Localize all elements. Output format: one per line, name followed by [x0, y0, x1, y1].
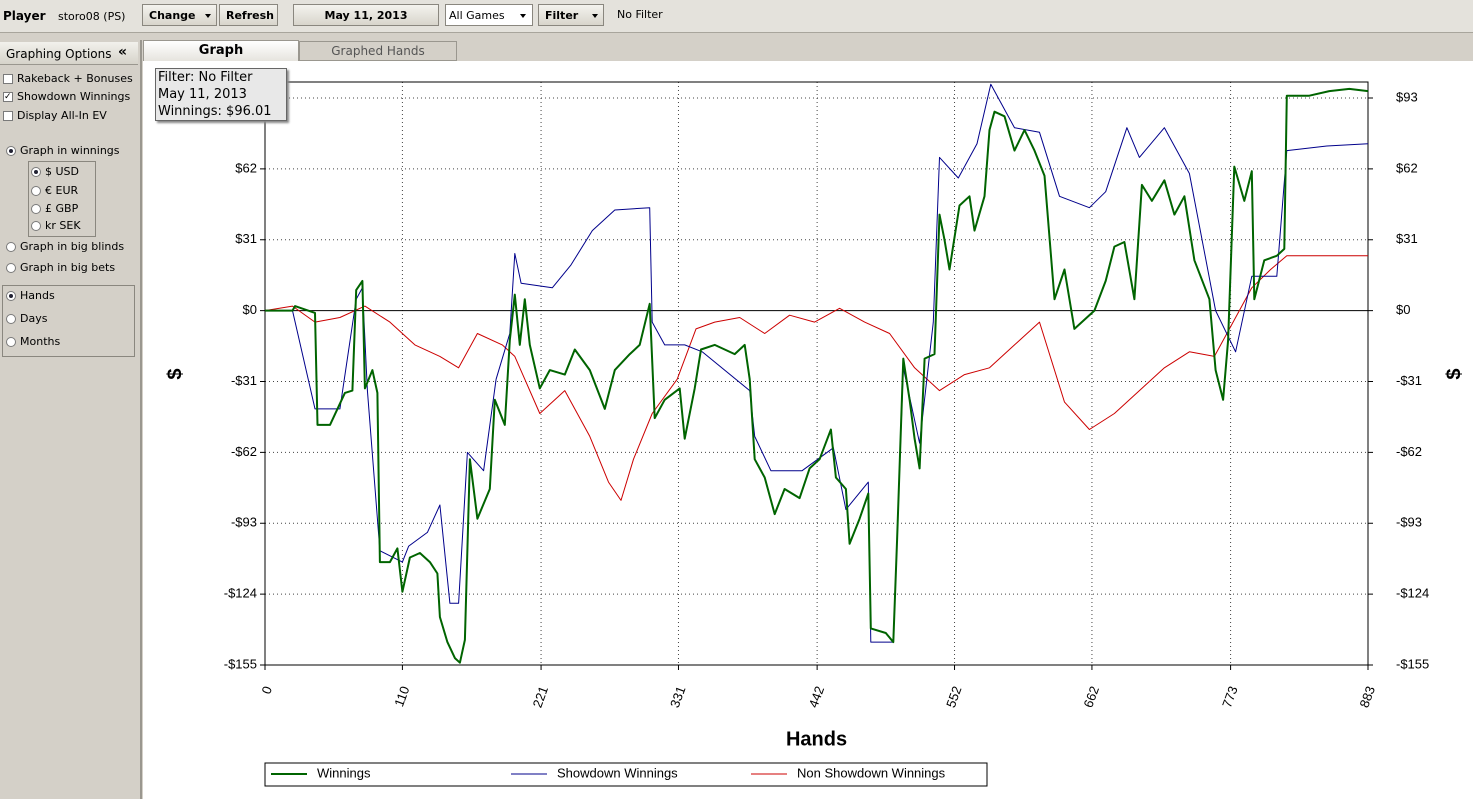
games-text: All Games	[449, 9, 505, 22]
currency-group	[28, 161, 96, 237]
option-label: Graph in big blinds	[20, 240, 125, 253]
radio-button[interactable]	[6, 337, 16, 347]
y-tick-label: $0	[243, 302, 257, 317]
option-label: Rakeback + Bonuses	[17, 72, 133, 85]
checkbox[interactable]	[3, 92, 13, 102]
change-text: Change	[149, 9, 196, 22]
y-tick-label: -$124	[224, 586, 257, 601]
legend-label: Winnings	[317, 765, 371, 780]
radio-button[interactable]	[31, 167, 41, 177]
legend-label: Non Showdown Winnings	[797, 765, 946, 780]
series-line	[265, 87, 1369, 664]
x-tick-label: 662	[1080, 684, 1102, 710]
graphed-hands-tab-text: Graphed Hands	[331, 44, 425, 58]
radio-button[interactable]	[31, 204, 41, 214]
y2-tick-label: $62	[1396, 160, 1418, 175]
y2-axis-label: $	[1443, 368, 1465, 379]
radio-button[interactable]	[31, 186, 41, 196]
chart: 0110221331442552662773883$93$93$62$62$31…	[164, 81, 1465, 787]
refresh-text: Refresh	[226, 9, 274, 22]
legend-label: Showdown Winnings	[557, 765, 678, 780]
x-tick-label: 331	[667, 684, 689, 710]
x-tick-label: 442	[806, 684, 828, 710]
plot-frame	[264, 81, 1369, 666]
y2-tick-label: $0	[1396, 302, 1410, 317]
sidebar	[0, 40, 142, 799]
option-label: Graph in winnings	[20, 144, 120, 157]
date-text: May 11, 2013	[324, 9, 408, 22]
change-button[interactable]: Change	[142, 4, 217, 26]
player-name: storo08 (PS)	[58, 10, 126, 23]
legend-box	[264, 762, 988, 787]
x-axis-label: Hands	[786, 728, 847, 750]
refresh-button[interactable]: Refresh	[219, 4, 278, 26]
filter-text: Filter	[545, 9, 579, 22]
y-tick-label: $62	[235, 160, 257, 175]
y-tick-label: -$31	[231, 373, 257, 388]
sidebar-title: Graphing Options	[6, 47, 112, 61]
y2-tick-label: -$124	[1396, 586, 1429, 601]
option-label: £ GBP	[45, 202, 79, 215]
sidebar-header	[0, 42, 138, 65]
option-label: kr SEK	[45, 219, 81, 232]
checkbox[interactable]	[3, 111, 13, 121]
option-label: Showdown Winnings	[17, 90, 131, 103]
radio-button[interactable]	[6, 242, 16, 252]
x-tick-label: 221	[530, 684, 552, 710]
filter-button[interactable]: Filter	[538, 4, 604, 26]
y-axis-label: $	[164, 368, 186, 379]
y2-tick-label: $31	[1396, 231, 1418, 246]
info-box: Filter: No Filter May 11, 2013 Winnings: $…	[155, 68, 287, 121]
y2-tick-label: -$93	[1396, 515, 1422, 530]
radio-button[interactable]	[6, 263, 16, 273]
period-group	[2, 285, 135, 357]
x-tick-label: 0	[258, 684, 275, 696]
option-label: $ USD	[45, 165, 79, 178]
option-label: Days	[20, 312, 48, 325]
date-button[interactable]: May 11, 2013	[293, 4, 439, 26]
games-select[interactable]: All Games	[445, 4, 533, 26]
checkbox[interactable]	[3, 74, 13, 84]
y2-tick-label: -$62	[1396, 444, 1422, 459]
y2-tick-label: -$31	[1396, 373, 1422, 388]
y2-tick-label: -$155	[1396, 656, 1429, 671]
graph-tab-text: Graph	[198, 43, 244, 58]
series-line	[264, 255, 1368, 501]
y-tick-label: $31	[235, 231, 257, 246]
info-line: Filter: No Filter	[158, 70, 253, 85]
collapse-button[interactable]: «	[118, 44, 128, 60]
y-tick-label: -$62	[231, 444, 257, 459]
series-line	[265, 83, 1369, 643]
graph-tab[interactable]: Graph	[143, 40, 299, 62]
option-label: Hands	[20, 289, 55, 302]
y-tick-label: -$155	[224, 656, 257, 671]
radio-button[interactable]	[31, 221, 41, 231]
x-tick-label: 110	[391, 684, 412, 709]
y-tick-label: -$93	[231, 515, 257, 530]
radio-button[interactable]	[6, 291, 16, 301]
radio-button[interactable]	[6, 314, 16, 324]
option-label: Display All-In EV	[17, 109, 107, 122]
option-label: € EUR	[45, 184, 79, 197]
option-label: Months	[20, 335, 61, 348]
info-line: Winnings: $96.01	[158, 104, 272, 119]
filter-status: No Filter	[617, 8, 663, 21]
y2-tick-label: $93	[1396, 89, 1418, 104]
x-tick-label: 883	[1357, 684, 1379, 710]
radio-button[interactable]	[6, 146, 16, 156]
x-tick-label: 773	[1219, 684, 1241, 710]
info-line: May 11, 2013	[158, 87, 247, 102]
graphed-hands-tab[interactable]: Graphed Hands	[299, 41, 457, 61]
option-label: Graph in big bets	[20, 261, 116, 274]
player-label: Player	[3, 9, 46, 23]
x-tick-label: 552	[943, 684, 965, 710]
